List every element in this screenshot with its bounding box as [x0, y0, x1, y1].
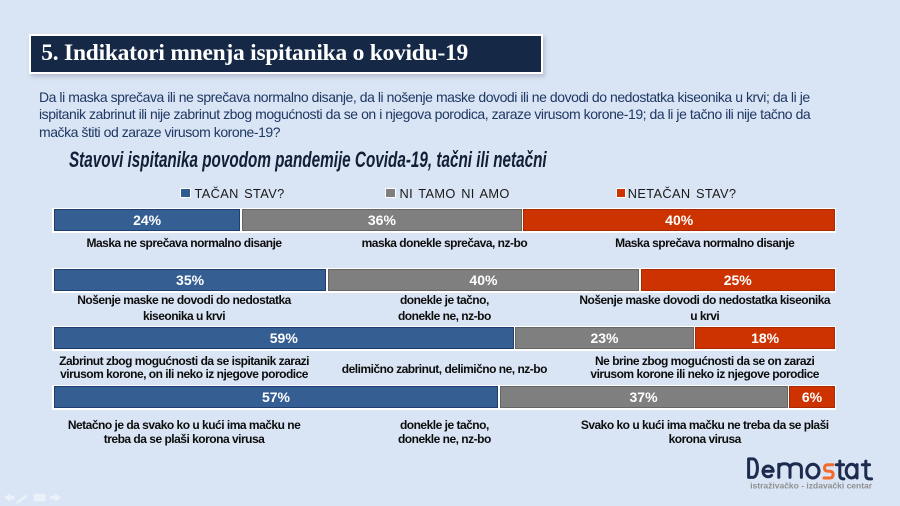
svg-text:istraživačko - izdavački cent: istraživačko - izdavački centar: [750, 481, 873, 491]
